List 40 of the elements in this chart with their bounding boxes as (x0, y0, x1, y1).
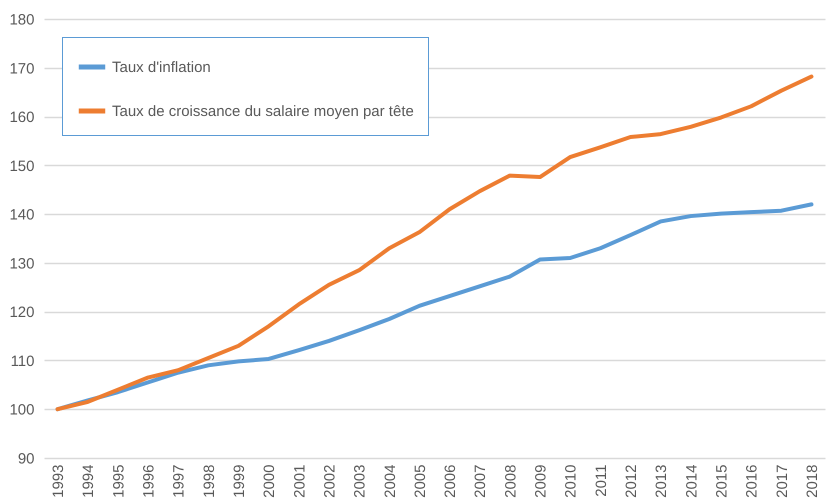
y-tick-label: 180 (9, 12, 34, 28)
x-tick-label: 2017 (774, 464, 791, 498)
x-tick-label: 2015 (713, 464, 730, 498)
x-tick-label: 2010 (562, 464, 580, 498)
x-tick-label: 2009 (532, 464, 550, 498)
x-tick-label: 2011 (592, 464, 610, 497)
x-tick-label: 1997 (170, 464, 188, 498)
x-tick-label: 2016 (744, 464, 761, 498)
x-tick-label: 1995 (110, 464, 128, 498)
x-tick-label: 2001 (291, 464, 308, 498)
y-tick-label: 140 (9, 206, 34, 224)
line-series (56, 202, 814, 412)
x-tick-label: 2018 (804, 464, 821, 498)
x-tick-label: 2005 (412, 464, 429, 498)
x-tick-label: 2004 (382, 464, 399, 498)
legend-label: Taux d'inflation (112, 59, 211, 76)
x-tick-label: 2013 (653, 464, 670, 498)
x-tick-label: 2000 (261, 464, 278, 498)
y-tick-label: 150 (9, 158, 34, 175)
x-tick-label: 2007 (472, 464, 490, 498)
line-series (56, 74, 814, 412)
x-tick-label: 2006 (442, 464, 460, 498)
y-tick-label: 100 (9, 402, 34, 419)
y-tick-label: 170 (9, 60, 34, 78)
x-tick-label: 2008 (502, 464, 520, 498)
x-tick-label: 2003 (352, 464, 369, 498)
legend-label: Taux de croissance du salaire moyen par tête (112, 103, 414, 120)
y-tick-label: 160 (9, 109, 34, 126)
x-tick-label: 1998 (200, 464, 218, 498)
y-tick-label: 130 (9, 255, 34, 272)
x-tick-label: 1999 (230, 464, 248, 498)
x-tick-label: 1994 (80, 464, 98, 498)
x-tick-label: 2002 (321, 464, 338, 498)
x-tick-label: 1996 (140, 464, 158, 498)
y-tick-label: 120 (9, 304, 34, 322)
x-tick-label: 1993 (50, 464, 68, 498)
x-tick-label: 2012 (623, 464, 640, 498)
x-tick-label: 2014 (683, 464, 700, 498)
y-tick-label: 110 (10, 352, 34, 370)
y-tick-label: 90 (18, 450, 34, 468)
